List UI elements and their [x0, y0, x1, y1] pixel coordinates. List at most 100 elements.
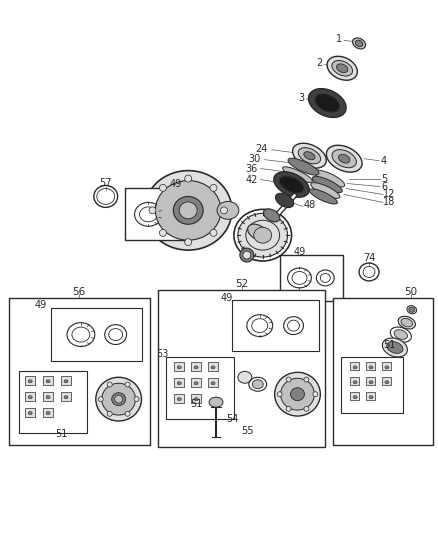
- Ellipse shape: [290, 387, 304, 401]
- Ellipse shape: [353, 395, 357, 399]
- Ellipse shape: [353, 381, 357, 384]
- Ellipse shape: [387, 342, 403, 353]
- Ellipse shape: [28, 411, 32, 415]
- Bar: [208, 378, 218, 387]
- Text: 36: 36: [246, 164, 258, 174]
- Bar: [350, 392, 359, 400]
- Ellipse shape: [288, 158, 319, 175]
- Text: 30: 30: [249, 154, 261, 164]
- Bar: [191, 378, 201, 387]
- Ellipse shape: [28, 380, 32, 383]
- Bar: [366, 377, 375, 385]
- Ellipse shape: [385, 366, 389, 369]
- Ellipse shape: [194, 366, 198, 369]
- Ellipse shape: [125, 411, 130, 416]
- Ellipse shape: [369, 381, 373, 384]
- Bar: [366, 362, 375, 370]
- Ellipse shape: [314, 170, 345, 187]
- Text: 51: 51: [383, 340, 395, 350]
- Text: 48: 48: [303, 200, 315, 211]
- Ellipse shape: [240, 248, 254, 262]
- Ellipse shape: [332, 60, 353, 76]
- Ellipse shape: [332, 150, 357, 168]
- Text: 18: 18: [383, 197, 395, 207]
- Bar: [25, 408, 35, 417]
- Ellipse shape: [281, 378, 314, 410]
- Bar: [9, 298, 150, 445]
- Ellipse shape: [353, 366, 357, 369]
- Ellipse shape: [159, 229, 166, 236]
- Bar: [174, 362, 184, 372]
- Bar: [382, 362, 391, 370]
- Text: 49: 49: [221, 293, 233, 303]
- Bar: [208, 362, 218, 372]
- Ellipse shape: [398, 316, 416, 329]
- Text: 4: 4: [381, 156, 387, 166]
- Text: 42: 42: [246, 174, 258, 184]
- Text: 74: 74: [363, 253, 375, 263]
- Ellipse shape: [210, 184, 217, 191]
- Ellipse shape: [155, 181, 221, 240]
- Ellipse shape: [145, 171, 232, 250]
- Ellipse shape: [286, 406, 291, 411]
- Bar: [366, 392, 375, 400]
- Ellipse shape: [263, 209, 280, 222]
- Ellipse shape: [125, 382, 130, 387]
- Ellipse shape: [298, 148, 321, 164]
- Bar: [382, 377, 391, 385]
- Bar: [191, 394, 201, 403]
- Ellipse shape: [401, 318, 413, 327]
- Bar: [43, 408, 53, 417]
- Text: 53: 53: [156, 350, 169, 359]
- Ellipse shape: [315, 94, 339, 112]
- Ellipse shape: [369, 395, 373, 399]
- Ellipse shape: [293, 143, 326, 168]
- Ellipse shape: [185, 175, 192, 182]
- Ellipse shape: [312, 176, 343, 192]
- Ellipse shape: [220, 207, 227, 214]
- Ellipse shape: [238, 213, 288, 257]
- Ellipse shape: [134, 397, 139, 402]
- Ellipse shape: [115, 395, 123, 403]
- Ellipse shape: [353, 38, 366, 49]
- Text: 3: 3: [298, 93, 304, 103]
- Ellipse shape: [46, 411, 50, 415]
- Ellipse shape: [276, 193, 294, 207]
- Ellipse shape: [28, 395, 32, 399]
- Text: 12: 12: [383, 189, 395, 199]
- Ellipse shape: [254, 227, 272, 243]
- Ellipse shape: [309, 189, 337, 204]
- Bar: [51, 308, 142, 361]
- Ellipse shape: [46, 395, 50, 399]
- Ellipse shape: [185, 239, 192, 246]
- Bar: [333, 298, 433, 445]
- Bar: [25, 376, 35, 385]
- Ellipse shape: [194, 398, 198, 401]
- Ellipse shape: [211, 382, 215, 385]
- Ellipse shape: [102, 383, 135, 415]
- Ellipse shape: [194, 382, 198, 385]
- Ellipse shape: [211, 366, 215, 369]
- Text: 2: 2: [316, 58, 322, 68]
- Bar: [61, 376, 71, 385]
- Text: 51: 51: [55, 429, 67, 439]
- Text: 1: 1: [336, 35, 342, 44]
- Text: 49: 49: [293, 247, 306, 257]
- Ellipse shape: [277, 392, 282, 397]
- Ellipse shape: [177, 366, 181, 369]
- Ellipse shape: [64, 380, 68, 383]
- Bar: [166, 358, 234, 419]
- Bar: [61, 392, 71, 401]
- Text: 55: 55: [242, 426, 254, 436]
- Ellipse shape: [210, 229, 217, 236]
- Ellipse shape: [339, 154, 350, 163]
- Bar: [232, 300, 319, 351]
- Text: 49: 49: [169, 179, 181, 189]
- Bar: [341, 358, 403, 413]
- Ellipse shape: [308, 88, 346, 117]
- Ellipse shape: [107, 382, 112, 387]
- Ellipse shape: [252, 380, 263, 389]
- Text: 54: 54: [226, 414, 238, 424]
- Ellipse shape: [246, 220, 279, 250]
- Ellipse shape: [177, 398, 181, 401]
